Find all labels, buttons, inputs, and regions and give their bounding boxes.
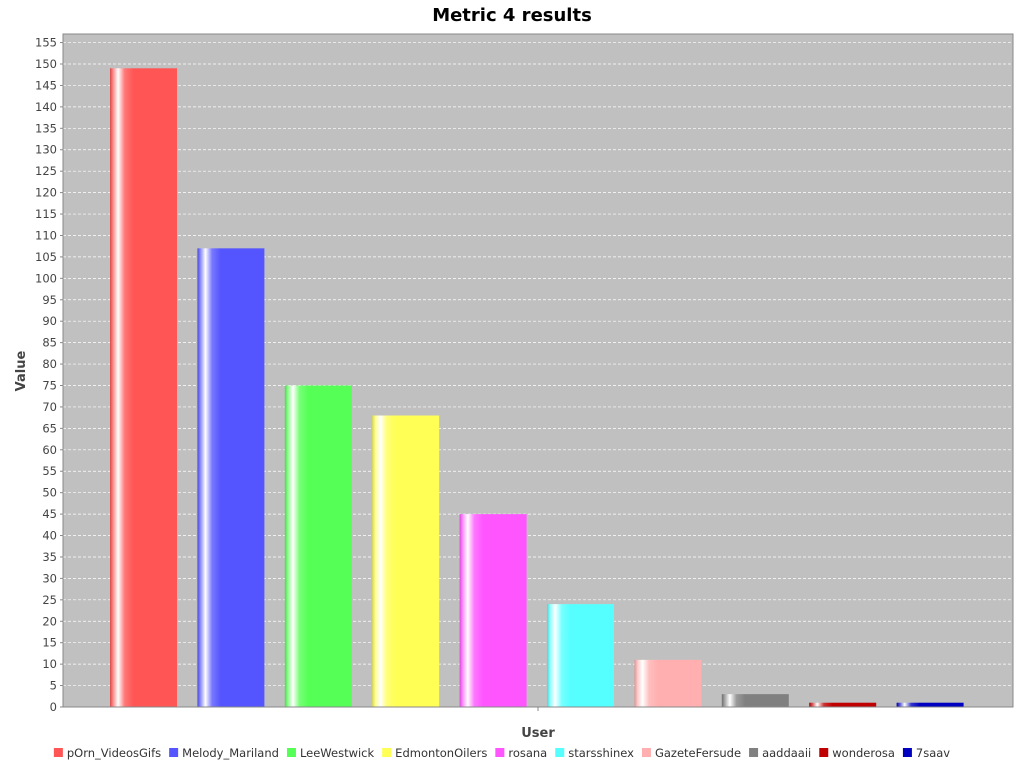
- bar-porn-videosgifs: [110, 68, 177, 708]
- y-tick-label: 60: [42, 443, 57, 457]
- legend-swatch: [382, 748, 392, 757]
- y-tick-label: 75: [42, 379, 57, 393]
- y-tick-label: 35: [42, 550, 57, 564]
- legend-swatch: [495, 748, 505, 757]
- y-tick-label: 150: [35, 57, 57, 71]
- y-tick-label: 20: [42, 614, 57, 628]
- y-tick-label: 40: [42, 529, 57, 543]
- legend-swatch: [641, 748, 651, 757]
- y-axis: 0 5 10 15 20 25 30 35 40 45 50 55 60 65 70 75 80 85 90 95 10…: [35, 34, 64, 714]
- bar-leewestwick: [284, 385, 352, 707]
- y-tick-label: 10: [42, 657, 57, 671]
- y-tick-label: 85: [42, 336, 57, 350]
- legend-label: starsshinex: [568, 746, 634, 760]
- legend-label: rosana: [508, 746, 547, 760]
- legend-label: aaddaaii: [762, 746, 811, 760]
- legend-label: pOrn_VideosGifs: [67, 746, 161, 760]
- legend-label: 7saav: [916, 746, 950, 760]
- bar-starsshinex: [547, 604, 614, 707]
- y-tick-label: 140: [35, 100, 57, 114]
- grid-lines: [63, 42, 1013, 686]
- bar-gazetefersude: [634, 659, 702, 707]
- y-tick-label: 100: [35, 271, 57, 285]
- y-tick-label: 80: [42, 357, 57, 371]
- y-tick-label: 65: [42, 421, 57, 435]
- legend-label: Melody_Mariland: [182, 746, 279, 760]
- bar-aaddaaii: [721, 694, 789, 707]
- legend-swatch: [819, 748, 829, 757]
- y-tick-label: 0: [50, 700, 57, 714]
- y-tick-label: 45: [42, 507, 57, 521]
- y-tick-label: 55: [42, 464, 57, 478]
- y-tick-label: 25: [42, 593, 57, 607]
- legend-label: wonderosa: [832, 746, 895, 760]
- y-tick-label: 30: [42, 571, 57, 585]
- bar-melody-mariland: [197, 248, 265, 707]
- y-tick-label: 15: [42, 636, 57, 650]
- bars: [110, 68, 964, 708]
- y-tick-label: 95: [42, 293, 57, 307]
- y-tick-label: 110: [35, 228, 57, 242]
- legend: pOrn_VideosGifs Melody_Mariland LeeWestwic…: [53, 746, 950, 760]
- bar-7saav: [896, 702, 964, 707]
- legend-swatch: [902, 748, 912, 757]
- legend-swatch: [749, 748, 759, 757]
- x-axis-label: User: [521, 726, 555, 741]
- legend-swatch: [53, 748, 63, 757]
- y-tick-label: 70: [42, 400, 57, 414]
- legend-label: GazeteFersude: [655, 746, 741, 760]
- y-tick-label: 105: [35, 250, 57, 264]
- y-tick-label: 5: [50, 679, 57, 693]
- y-tick-label: 155: [35, 36, 57, 50]
- y-tick-label: 120: [35, 186, 57, 200]
- y-tick-label: 130: [35, 143, 57, 157]
- legend-swatch: [555, 748, 565, 757]
- x-axis: [63, 706, 1013, 711]
- y-tick-label: 50: [42, 486, 57, 500]
- bar-edmontonoilers: [372, 415, 440, 707]
- legend-swatch: [169, 748, 179, 757]
- legend-label: EdmontonOilers: [395, 746, 487, 760]
- legend-label: LeeWestwick: [300, 746, 375, 760]
- y-tick-label: 115: [35, 207, 57, 221]
- y-tick-label: 90: [42, 314, 57, 328]
- legend-swatch: [286, 748, 296, 757]
- y-tick-label: 145: [35, 78, 57, 92]
- y-axis-label: Value: [14, 350, 29, 391]
- chart-title: Metric 4 results: [432, 5, 592, 26]
- bar-wonderosa: [809, 702, 877, 707]
- y-tick-label: 125: [35, 164, 57, 178]
- y-tick-label: 135: [35, 121, 57, 135]
- bar-rosana: [459, 514, 527, 707]
